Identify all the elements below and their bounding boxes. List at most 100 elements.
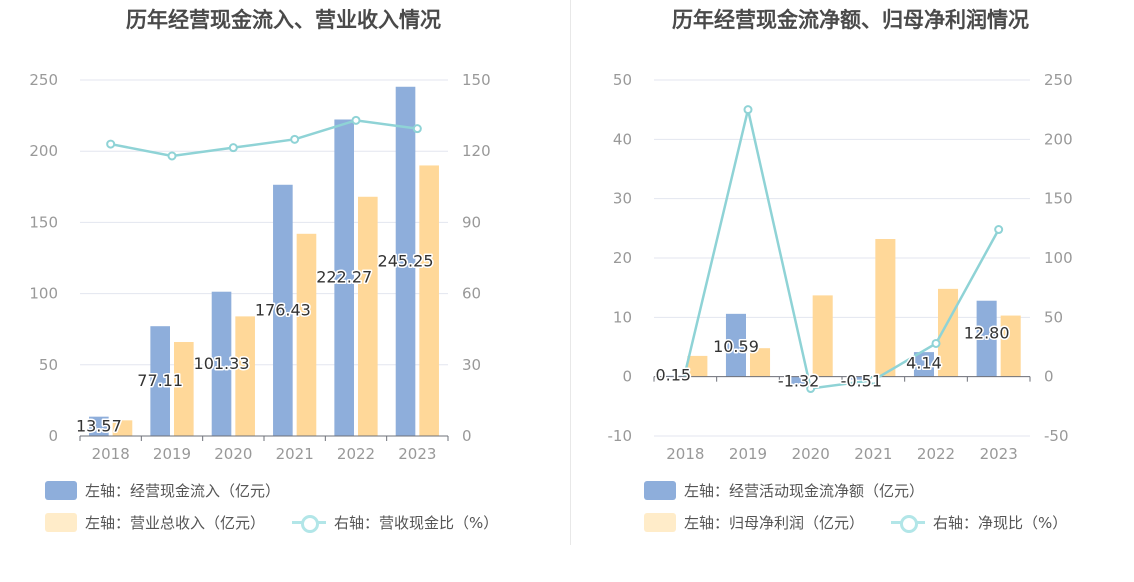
bar-blue: [150, 326, 170, 436]
line-point: [351, 115, 361, 125]
bar-orange: [419, 165, 439, 436]
line-point: [680, 367, 690, 377]
data-label: 0.15: [655, 366, 691, 385]
bar-orange: [174, 342, 194, 436]
bar-orange: [687, 355, 708, 377]
y-axis-right-tick: -50: [1044, 427, 1069, 445]
y-axis-right-tick: 60: [462, 285, 481, 303]
y-axis-left-tick: 100: [29, 285, 58, 303]
y-axis-left-tick: 0: [622, 368, 632, 386]
line-point: [412, 124, 422, 134]
y-axis-left-tick: 250: [29, 71, 58, 89]
x-axis-tick-label: 2019: [729, 445, 767, 463]
legend-item-net-ratio[interactable]: 右轴：净现比（%）: [891, 512, 1067, 533]
x-axis-tick-label: 2020: [214, 445, 252, 463]
legend-swatch-orange: [644, 513, 676, 532]
bar-orange: [296, 233, 317, 436]
bar-orange: [875, 239, 896, 377]
bar-blue: [211, 291, 232, 436]
data-label: 10.59: [713, 337, 759, 356]
y-axis-right-tick: 90: [462, 213, 481, 231]
y-axis-right-tick: 250: [1044, 71, 1073, 89]
data-label: 176.43: [255, 300, 311, 319]
y-axis-right-tick: 120: [462, 142, 491, 160]
y-axis-left-tick: 40: [613, 130, 632, 148]
legend-label: 左轴：归母净利润（亿元）: [684, 514, 865, 532]
chart-svg-right: -10 0 10 20 30 40 50 -50 0 50 100 150 200 250 2018 2019…: [608, 71, 1073, 463]
line-series: [684, 109, 1000, 390]
chart-svg-left: 0 50 100 150 200 250 0 30 60 90 120 150 2018 2019 2020…: [29, 71, 491, 463]
bar-orange: [112, 420, 133, 436]
x-axis-tick-label: 2021: [276, 445, 314, 463]
bar-blue: [851, 376, 872, 380]
line-point: [931, 338, 941, 348]
legend-label: 左轴：经营活动现金流净额（亿元）: [684, 482, 925, 500]
x-axis-tick-label: 2022: [337, 445, 375, 463]
bar-blue: [273, 184, 293, 436]
bar-orange: [750, 348, 771, 377]
x-axis-tick-label: 2018: [666, 445, 704, 463]
line-point: [806, 384, 816, 394]
panel-divider: [570, 0, 571, 545]
legend-line-icon: [891, 513, 925, 533]
bar-blue: [395, 86, 416, 436]
x-axis-tick-label: 2023: [980, 445, 1018, 463]
legend-item-net-cashflow[interactable]: 左轴：经营活动现金流净额（亿元）: [644, 480, 924, 501]
y-axis-left-tick: 50: [613, 71, 632, 89]
y-axis-left-tick: 50: [39, 356, 58, 374]
chart-panel-right: 历年经营现金流净额、归母净利润情况 -10 0 10 20 30 40 50 -50 0 50 10…: [567, 0, 1134, 582]
data-label: 101.33: [194, 354, 250, 373]
y-axis-right-tick: 150: [1044, 190, 1073, 208]
bar-blue: [89, 416, 109, 436]
line-series: [110, 119, 418, 158]
chart-title-right: 历年经营现金流净额、归母净利润情况: [672, 8, 1029, 32]
bar-orange: [812, 295, 833, 377]
line-point: [167, 151, 177, 161]
x-axis-tick-label: 2018: [92, 445, 130, 463]
data-label: 4.14: [906, 354, 942, 373]
x-axis-tick-label: 2020: [792, 445, 830, 463]
y-axis-left-tick: 200: [29, 142, 58, 160]
data-label: 222.27: [316, 268, 372, 287]
y-axis-right-tick: 50: [1044, 308, 1063, 326]
bar-blue: [334, 119, 354, 436]
line-point: [290, 134, 300, 144]
x-axis-tick-label: 2022: [917, 445, 955, 463]
y-axis-left-tick: 0: [48, 427, 58, 445]
data-label: 13.57: [76, 416, 122, 435]
line-point: [228, 143, 238, 153]
data-label: 245.25: [378, 251, 434, 270]
y-axis-right-tick: 150: [462, 71, 491, 89]
legend-line-icon: [292, 513, 326, 533]
bar-blue: [976, 300, 997, 377]
chart-panel-left: 历年经营现金流入、营业收入情况 0 50 100 150 200 250 0 30 60 90 12…: [29, 8, 498, 533]
line-point: [868, 375, 878, 385]
x-axis-tick-label: 2021: [854, 445, 892, 463]
y-axis-left-tick: 10: [613, 308, 632, 326]
legend-item-revenue[interactable]: 左轴：营业总收入（亿元）: [45, 512, 265, 533]
legend-label: 右轴：营收现金比（%）: [334, 514, 499, 532]
bar-blue: [913, 352, 934, 377]
bar-blue: [725, 313, 746, 377]
line-point: [106, 139, 116, 149]
y-axis-left-tick: 150: [29, 213, 58, 231]
legend-label: 右轴：净现比（%）: [933, 514, 1068, 532]
y-axis-left-tick: 30: [613, 190, 632, 208]
data-label: 12.80: [964, 324, 1010, 343]
data-label: -0.51: [841, 372, 882, 391]
legend-swatch-blue: [45, 481, 77, 500]
legend-label: 左轴：营业总收入（亿元）: [85, 514, 266, 532]
legend-item-inflow[interactable]: 左轴：经营现金流入（亿元）: [45, 480, 280, 501]
legend-item-ratio[interactable]: 右轴：营收现金比（%）: [292, 512, 498, 533]
legend-item-net-profit[interactable]: 左轴：归母净利润（亿元）: [644, 512, 864, 533]
data-label: -1.32: [778, 372, 819, 391]
bar-orange: [1000, 315, 1021, 377]
y-axis-right-tick: 30: [462, 356, 481, 374]
y-axis-left-tick: -10: [608, 427, 633, 445]
y-axis-left-tick: 20: [613, 249, 632, 267]
legend-label: 左轴：经营现金流入（亿元）: [85, 482, 281, 500]
chart-title-left: 历年经营现金流入、营业收入情况: [126, 8, 441, 32]
line-point: [743, 105, 753, 115]
x-axis-tick-label: 2023: [398, 445, 436, 463]
bar-orange: [235, 316, 255, 436]
